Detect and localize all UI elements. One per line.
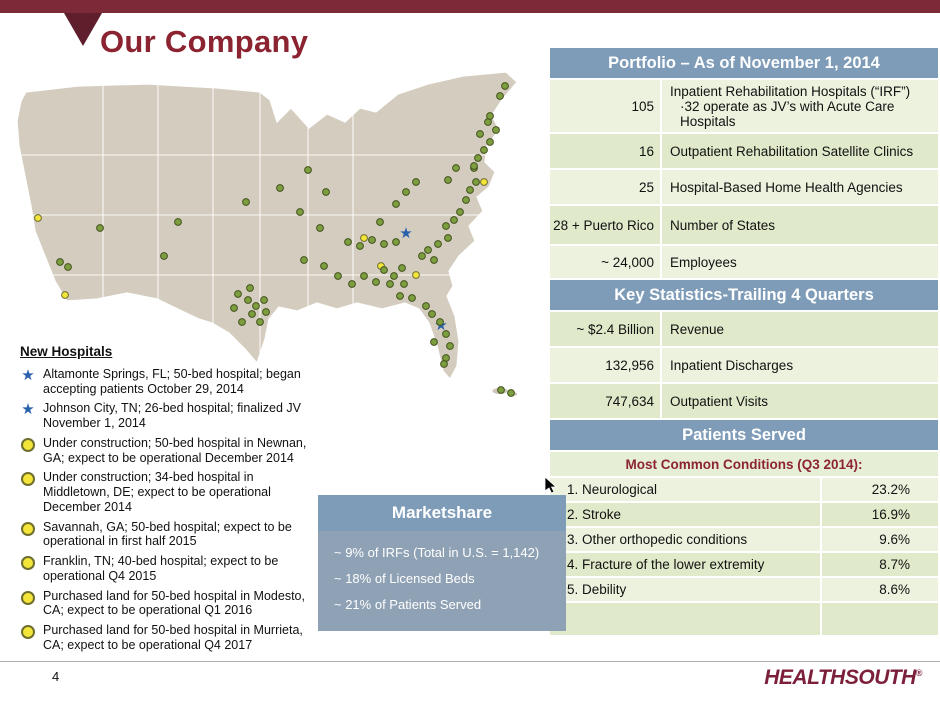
table-row: ~ 24,000 Employees — [550, 246, 938, 278]
marketshare-header: Marketshare — [318, 495, 566, 531]
row-value: 16 — [638, 143, 654, 159]
condition-label: 3. Other orthopedic conditions — [567, 532, 748, 547]
row-value: ~ 24,000 — [601, 254, 654, 270]
stats-panel: Portfolio – As of November 1, 2014 105 I… — [550, 48, 938, 637]
table-row: 132,956 Inpatient Discharges — [550, 348, 938, 382]
us-map-svg: ★★ — [16, 71, 518, 397]
table-row: 25 Hospital-Based Home Health Agencies — [550, 170, 938, 204]
legend-item: Savannah, GA; 50-bed hospital; expect to… — [20, 520, 320, 550]
legend-item-text: Purchased land for 50-bed hospital in Mo… — [43, 588, 305, 618]
legend-item: Under construction; 50-bed hospital in N… — [20, 436, 320, 466]
marketshare-box: Marketshare ~ 9% of IRFs (Total in U.S. … — [318, 495, 566, 631]
legend-item-text: Franklin, TN; 40-bed hospital; expect to… — [43, 554, 279, 583]
healthsouth-logo: HEALTHSOUTH® — [764, 666, 922, 690]
condition-pct: 8.7% — [820, 553, 938, 576]
legend-item-text: Johnson City, TN; 26-bed hospital; final… — [43, 401, 302, 431]
portfolio-header: Portfolio – As of November 1, 2014 — [550, 48, 938, 78]
row-label: Outpatient Visits — [660, 384, 938, 418]
circle-marker-icon — [21, 590, 35, 605]
row-value: 132,956 — [605, 357, 654, 373]
table-row: 16 Outpatient Rehabilitation Satellite C… — [550, 134, 938, 168]
condition-row: 2. Stroke 16.9% — [550, 503, 938, 526]
row-value: 28 + Puerto Rico — [553, 217, 654, 233]
condition-row: 5. Debility 8.6% — [550, 578, 938, 601]
legend-item: ★ Johnson City, TN; 26-bed hospital; fin… — [20, 401, 320, 431]
condition-label: 2. Stroke — [567, 507, 622, 522]
condition-pct: 8.6% — [820, 578, 938, 601]
condition-pct: 23.2% — [820, 478, 938, 501]
condition-label: 1. Neurological — [567, 482, 658, 497]
page-title: Our Company — [100, 24, 309, 59]
legend-item-text: Savannah, GA; 50-bed hospital; expect to… — [43, 519, 292, 549]
table-row: 105 Inpatient Rehabilitation Hospitals (… — [550, 80, 938, 132]
circle-marker-icon — [21, 437, 35, 452]
footer-divider — [0, 661, 940, 662]
row-label: Employees — [660, 246, 938, 278]
star-icon: ★ — [21, 365, 35, 384]
marketshare-line: ~ 18% of Licensed Beds — [334, 571, 475, 586]
circle-marker-icon — [21, 556, 35, 571]
us-map-outline — [16, 71, 518, 381]
circle-marker-icon — [21, 625, 35, 640]
row-value: 25 — [638, 179, 654, 195]
marketshare-body: ~ 9% of IRFs (Total in U.S. = 1,142) ~ 1… — [318, 531, 566, 631]
legend-item: Franklin, TN; 40-bed hospital; expect to… — [20, 554, 320, 584]
condition-row: 3. Other orthopedic conditions 9.6% — [550, 528, 938, 551]
new-hospitals-legend: New Hospitals ★ Altamonte Springs, FL; 5… — [20, 344, 320, 658]
empty-row — [550, 603, 938, 635]
legend-item: ★ Altamonte Springs, FL; 50-bed hospital… — [20, 367, 320, 397]
condition-row: 1. Neurological 23.2% — [550, 478, 938, 501]
table-row: 28 + Puerto Rico Number of States — [550, 206, 938, 244]
row-label: Hospital-Based Home Health Agencies — [660, 170, 938, 204]
flag-triangle-icon — [64, 13, 102, 46]
empty-cell — [820, 603, 938, 635]
table-row: ~ $2.4 Billion Revenue — [550, 312, 938, 346]
legend-item: Purchased land for 50-bed hospital in Mu… — [20, 623, 320, 653]
condition-pct: 9.6% — [820, 528, 938, 551]
row-label: Revenue — [660, 312, 938, 346]
table-row: 747,634 Outpatient Visits — [550, 384, 938, 418]
circle-marker-icon — [21, 472, 35, 487]
row-label-main: Inpatient Rehabilitation Hospitals (“IRF… — [670, 83, 911, 99]
top-bar — [0, 0, 940, 13]
us-map: ★★ — [8, 70, 543, 422]
marketshare-line: ~ 9% of IRFs (Total in U.S. = 1,142) — [334, 545, 540, 560]
condition-row: 4. Fracture of the lower extremity 8.7% — [550, 553, 938, 576]
legend-item: Under construction; 34-bed hospital in M… — [20, 470, 320, 514]
row-value: ~ $2.4 Billion — [576, 321, 654, 337]
key-statistics-header: Key Statistics-Trailing 4 Quarters — [550, 280, 938, 310]
map-markers-layer: ★★ — [34, 82, 515, 397]
row-label: Number of States — [660, 206, 938, 244]
row-label: Inpatient Discharges — [660, 348, 938, 382]
condition-label: 5. Debility — [567, 582, 627, 597]
mouse-cursor-icon — [543, 476, 561, 499]
page-number: 4 — [52, 669, 60, 684]
legend-item-text: Altamonte Springs, FL; 50-bed hospital; … — [43, 366, 301, 396]
condition-pct: 16.9% — [820, 503, 938, 526]
legend-title: New Hospitals — [20, 344, 113, 359]
row-label-sub: ·32 operate as JV’s with Acute Care Hosp… — [680, 98, 895, 129]
row-label: Inpatient Rehabilitation Hospitals (“IRF… — [660, 80, 938, 132]
marketshare-line: ~ 21% of Patients Served — [334, 597, 482, 612]
registered-mark: ® — [915, 668, 923, 678]
legend-item-text: Under construction; 34-bed hospital in M… — [43, 470, 271, 514]
most-common-conditions-subheader: Most Common Conditions (Q3 2014): — [550, 452, 938, 476]
patients-served-header: Patients Served — [550, 420, 938, 450]
legend-item-text: Under construction; 50-bed hospital in N… — [43, 435, 307, 465]
legend-item-text: Purchased land for 50-bed hospital in Mu… — [43, 623, 303, 652]
empty-cell — [550, 603, 820, 635]
condition-label: 4. Fracture of the lower extremity — [567, 557, 765, 572]
star-icon: ★ — [21, 400, 35, 419]
logo-text: HEALTHSOUTH — [764, 666, 916, 689]
circle-marker-icon — [21, 521, 35, 536]
svg-text:★: ★ — [399, 224, 412, 242]
row-value: 747,634 — [605, 393, 654, 409]
legend-item: Purchased land for 50-bed hospital in Mo… — [20, 589, 320, 619]
row-label: Outpatient Rehabilitation Satellite Clin… — [660, 134, 938, 168]
row-value: 105 — [631, 98, 654, 114]
